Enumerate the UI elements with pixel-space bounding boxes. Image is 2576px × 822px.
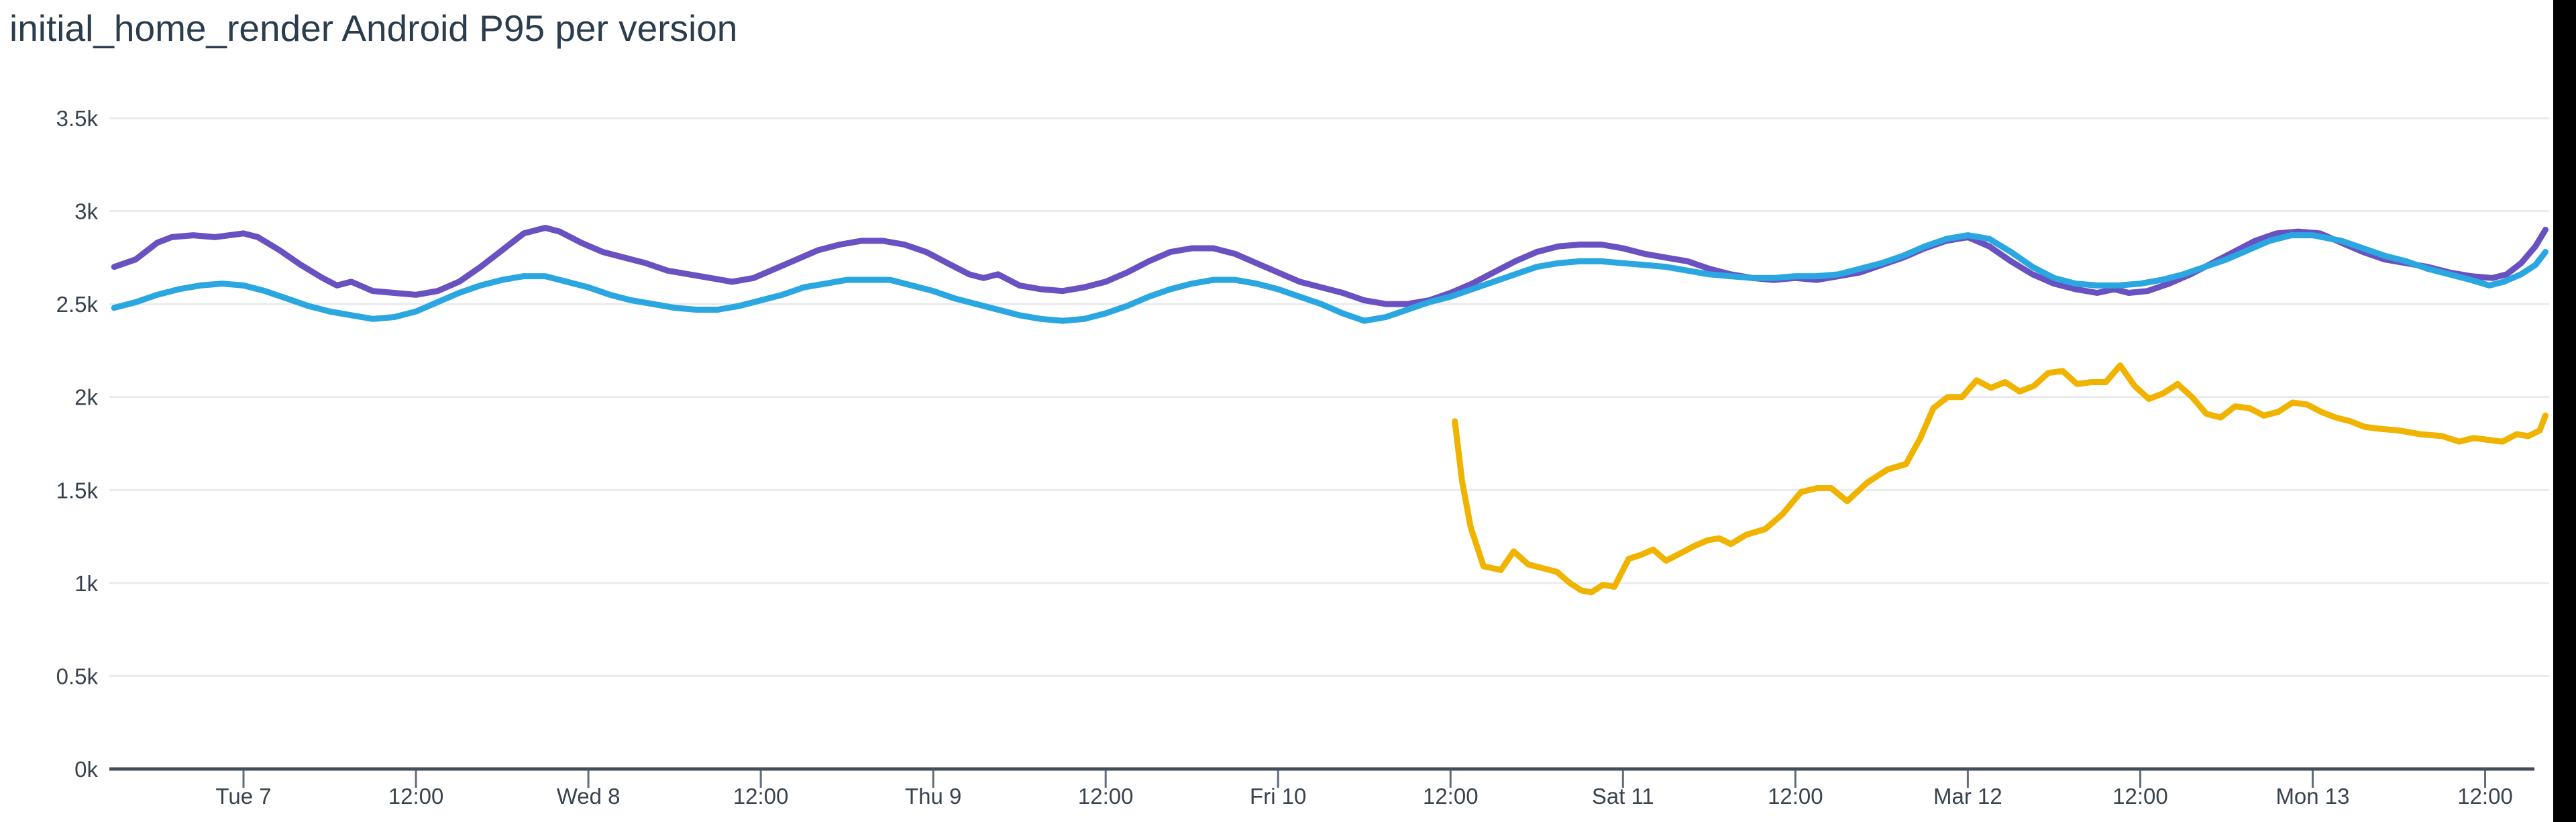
x-tick-label: Tue 7 bbox=[215, 784, 271, 809]
x-tick-label: Mon 13 bbox=[2275, 784, 2349, 809]
y-tick-label: 0k bbox=[74, 757, 98, 782]
x-tick-label: 12:00 bbox=[1078, 784, 1134, 809]
y-tick-label: 3k bbox=[74, 199, 98, 224]
y-tick-label: 1.5k bbox=[56, 478, 99, 503]
y-tick-label: 0.5k bbox=[56, 664, 99, 688]
x-tick-label: 12:00 bbox=[388, 784, 444, 809]
x-tick-label: 12:00 bbox=[733, 784, 789, 809]
x-tick-label: Thu 9 bbox=[905, 784, 961, 809]
x-tick-label: Mar 12 bbox=[1933, 784, 2002, 809]
y-tick-label: 3.5k bbox=[56, 106, 99, 131]
x-tick-label: 12:00 bbox=[2112, 784, 2168, 809]
plot-area[interactable] bbox=[109, 101, 2549, 769]
x-tick-label: Sat 11 bbox=[1592, 784, 1654, 809]
y-tick-label: 1k bbox=[74, 571, 98, 596]
x-tick-label: 12:00 bbox=[1768, 784, 1823, 809]
y-tick-label: 2.5k bbox=[56, 292, 99, 317]
y-tick-label: 2k bbox=[74, 385, 98, 410]
x-tick-label: 12:00 bbox=[2457, 784, 2513, 809]
x-tick-label: Wed 8 bbox=[557, 784, 621, 809]
series-line-light-blue[interactable] bbox=[111, 232, 2548, 324]
series-line-purple[interactable] bbox=[111, 225, 2548, 307]
series-line-yellow[interactable] bbox=[1452, 362, 2548, 596]
x-tick-label: Fri 10 bbox=[1250, 784, 1306, 809]
screen-edge-black-bar bbox=[2553, 0, 2576, 822]
chart-title: initial_home_render Android P95 per vers… bbox=[9, 7, 738, 49]
x-tick-label: 12:00 bbox=[1423, 784, 1479, 809]
